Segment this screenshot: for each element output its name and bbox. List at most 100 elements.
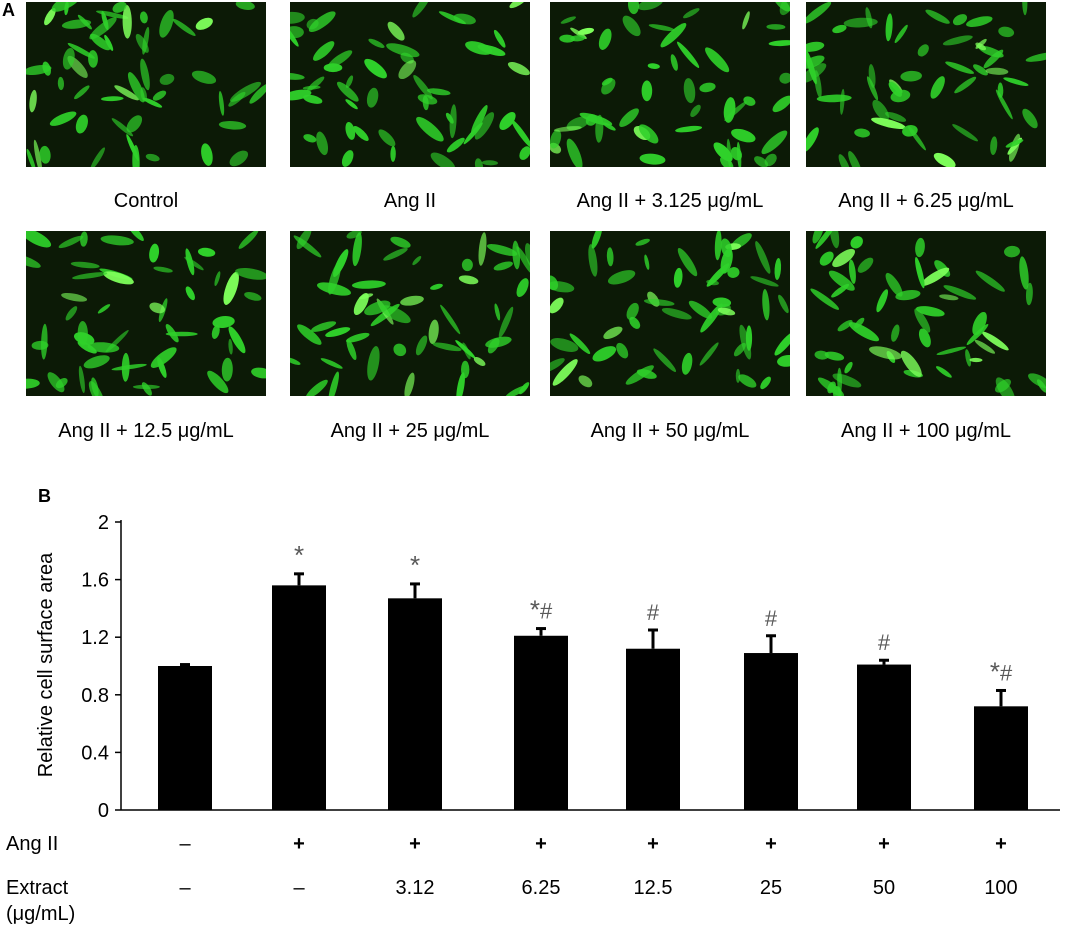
cell-shape xyxy=(644,254,650,270)
micrograph-control xyxy=(26,2,266,167)
cell-shape xyxy=(142,97,163,108)
cell-shape xyxy=(699,342,719,366)
cell-shape xyxy=(745,325,753,351)
cell-shape xyxy=(591,231,603,249)
bar xyxy=(388,598,442,810)
cell-shape xyxy=(1036,379,1046,393)
cell-shape xyxy=(844,361,853,374)
cell-shape xyxy=(126,115,143,133)
row-value: – xyxy=(179,877,191,899)
cell-shape xyxy=(83,355,110,369)
cell-shape xyxy=(305,379,328,396)
significance-marker: * xyxy=(294,540,304,570)
cell-shape xyxy=(67,42,95,59)
cell-shape xyxy=(966,323,989,346)
cell-shape xyxy=(739,324,752,360)
bar xyxy=(514,635,568,810)
cell-shape xyxy=(601,77,613,86)
row-value: 3.12 xyxy=(396,877,435,899)
cell-shape xyxy=(412,2,432,18)
cell-shape xyxy=(943,285,977,300)
cell-shape xyxy=(474,158,484,167)
cell-shape xyxy=(518,382,530,395)
cell-shape xyxy=(440,304,461,335)
cell-shape xyxy=(726,138,732,167)
cell-shape xyxy=(712,297,732,308)
cell-shape xyxy=(516,278,529,298)
cell-shape xyxy=(509,2,527,9)
cell-shape xyxy=(848,150,862,167)
cell-shape xyxy=(212,315,235,329)
cell-shape xyxy=(683,8,700,19)
cell-shape xyxy=(428,319,439,345)
cell-shape xyxy=(673,267,683,288)
bar xyxy=(626,648,680,810)
cell-shape xyxy=(390,145,396,162)
y-tick-label: 0.8 xyxy=(81,685,109,707)
cell-shape xyxy=(806,127,819,153)
cell-shape xyxy=(481,160,498,166)
cell-shape xyxy=(885,272,903,297)
cell-shape xyxy=(159,73,175,85)
cell-shape xyxy=(328,262,341,295)
row-value: 6.25 xyxy=(522,877,561,899)
cell-shape xyxy=(42,61,51,76)
significance-marker: # xyxy=(878,630,891,655)
cell-shape xyxy=(730,147,743,161)
cell-shape xyxy=(498,306,514,338)
cell-shape xyxy=(774,258,782,280)
cell-shape xyxy=(473,357,486,366)
cell-shape xyxy=(1004,245,1020,258)
cell-shape xyxy=(235,2,255,10)
cell-shape xyxy=(346,231,362,239)
cell-shape xyxy=(430,283,443,290)
cell-shape xyxy=(653,348,677,372)
cell-shape xyxy=(511,119,530,148)
significance-marker: *# xyxy=(990,656,1013,686)
cell-shape xyxy=(214,271,221,286)
significance-marker: *# xyxy=(530,595,553,625)
cell-shape xyxy=(165,324,179,343)
cell-shape xyxy=(743,96,756,106)
bar xyxy=(158,666,212,810)
cell-shape xyxy=(251,367,266,379)
cell-shape xyxy=(103,271,134,285)
cell-shape xyxy=(90,33,111,51)
cell-shape xyxy=(229,150,249,167)
cell-shape xyxy=(854,128,870,138)
cell-shape xyxy=(627,2,640,15)
cell-shape xyxy=(990,136,998,155)
cell-shape xyxy=(998,26,1015,38)
cell-shape xyxy=(26,231,52,248)
row-label: Ang II xyxy=(6,833,58,855)
cell-shape xyxy=(935,366,952,378)
cell-shape xyxy=(553,126,582,132)
row-value: 25 xyxy=(760,877,782,899)
micrograph-ang-ii-100 xyxy=(806,231,1046,396)
row-label: Extract xyxy=(6,877,69,899)
row-value: 12.5 xyxy=(634,877,673,899)
cell-shape xyxy=(985,67,1009,75)
cell-shape xyxy=(588,244,598,277)
cell-shape xyxy=(201,143,213,166)
row-value: + xyxy=(293,833,305,855)
cell-shape xyxy=(806,49,817,85)
row-value: + xyxy=(878,833,890,855)
cell-shape xyxy=(353,126,369,141)
cell-shape xyxy=(727,267,740,278)
cell-shape xyxy=(432,342,462,352)
cell-shape xyxy=(149,302,165,314)
cell-shape xyxy=(981,331,1009,351)
cell-shape xyxy=(493,29,506,48)
cell-shape xyxy=(88,50,98,68)
cell-shape xyxy=(973,64,988,76)
row-sublabel: (μg/mL) xyxy=(6,903,75,925)
cell-shape xyxy=(824,351,845,361)
cell-shape xyxy=(39,145,51,164)
cell-shape xyxy=(577,27,595,35)
cell-shape xyxy=(902,125,918,137)
cell-shape xyxy=(952,124,979,142)
y-tick-label: 1.6 xyxy=(81,570,109,592)
row-value: 100 xyxy=(984,877,1017,899)
cell-shape xyxy=(641,80,653,102)
